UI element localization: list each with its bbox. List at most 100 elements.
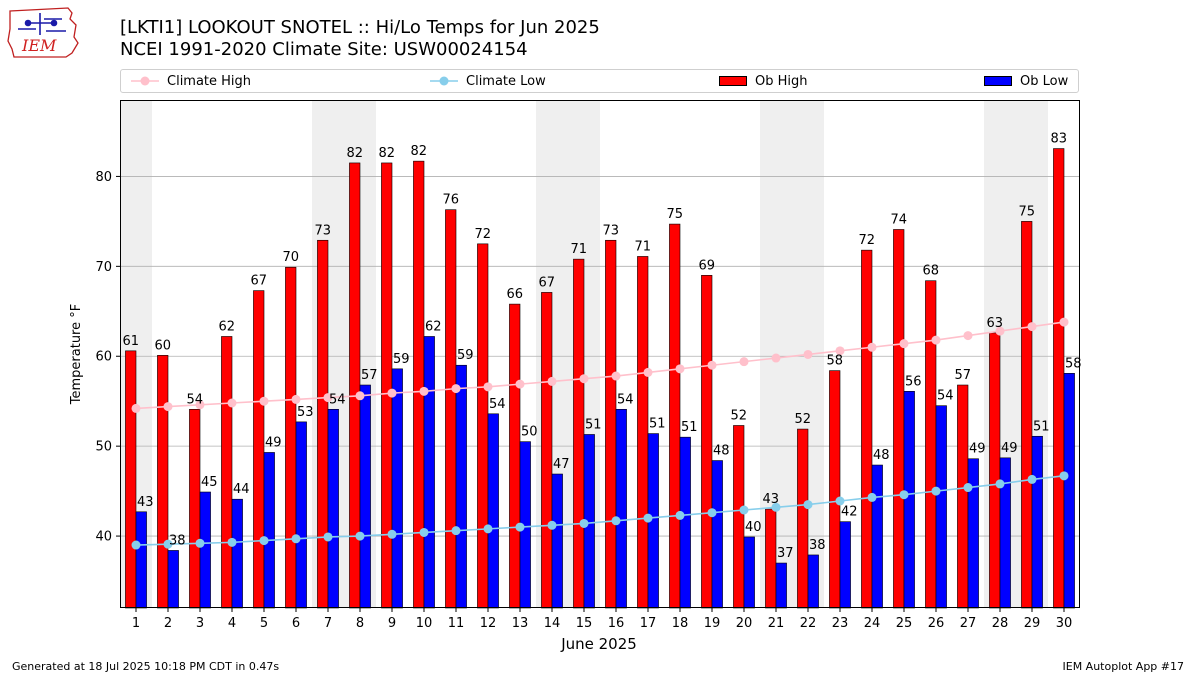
- climate-high-point-day-11: [451, 384, 461, 394]
- ob-high-bar-day-22: [797, 428, 809, 609]
- legend-label: Ob Low: [1020, 73, 1069, 89]
- ob-high-value-label: 67: [538, 275, 555, 290]
- ob-low-value-label: 43: [137, 495, 154, 510]
- ob-high-bar-day-16: [605, 239, 617, 609]
- climate-high-point-day-28: [995, 326, 1005, 336]
- legend-climate-high-marker-icon: [131, 76, 159, 86]
- climate-high-point-day-4: [227, 398, 237, 408]
- climate-low-point-day-23: [835, 496, 845, 506]
- ob-high-bar-day-28: [989, 332, 1001, 609]
- climate-low-point-day-20: [739, 505, 749, 515]
- climate-high-point-day-23: [835, 346, 845, 356]
- bars: [125, 148, 1075, 609]
- climate-high-point-day-14: [547, 376, 557, 386]
- climate-low-point-day-24: [867, 492, 877, 502]
- ob-high-value-label: 58: [826, 354, 843, 369]
- ob-high-value-label: 63: [986, 316, 1003, 331]
- ob-low-bar-day-5: [263, 452, 275, 609]
- x-axis-title: June 2025: [560, 635, 637, 653]
- ob-high-value-label: 72: [474, 227, 491, 242]
- x-tick-label: 3: [196, 616, 204, 631]
- climate-low-point-day-13: [515, 522, 525, 532]
- ob-low-bar-day-7: [327, 408, 339, 609]
- ob-low-value-label: 59: [457, 348, 474, 363]
- ob-low-value-label: 62: [425, 319, 442, 334]
- x-tick-label: 24: [864, 616, 881, 631]
- ob-low-bar-day-19: [711, 460, 723, 609]
- climate-low-point-day-19: [707, 508, 717, 518]
- ob-low-value-label: 54: [489, 397, 506, 412]
- ob-high-bar-day-11: [445, 209, 457, 609]
- ob-high-value-label: 83: [1050, 132, 1067, 147]
- ob-low-bar-day-11: [455, 364, 467, 609]
- climate-low-point-day-5: [259, 536, 269, 546]
- ob-low-value-label: 37: [777, 546, 794, 561]
- climate-low-point-day-9: [387, 529, 397, 539]
- ob-low-bar-day-23: [839, 521, 851, 609]
- ob-high-bar-day-4: [221, 336, 233, 609]
- ob-high-value-label: 71: [570, 242, 587, 257]
- legend-item-ob-high: Ob High: [719, 73, 808, 89]
- ob-low-bar-day-8: [359, 384, 371, 609]
- climate-high-point-day-3: [195, 400, 205, 410]
- climate-high-point-day-16: [611, 371, 621, 381]
- climate-high-point-day-5: [259, 396, 269, 406]
- ob-high-value-label: 66: [506, 287, 523, 302]
- ob-high-bar-day-1: [125, 350, 137, 609]
- generated-timestamp: Generated at 18 Jul 2025 10:18 PM CDT in…: [12, 660, 280, 673]
- ob-high-value-label: 75: [1018, 204, 1035, 219]
- weather-station-icon: [18, 13, 66, 35]
- ob-low-value-label: 59: [393, 352, 410, 367]
- x-tick-label: 23: [832, 616, 849, 631]
- x-tick-label: 9: [388, 616, 396, 631]
- ob-high-value-label: 60: [154, 338, 171, 353]
- ob-low-value-label: 42: [841, 505, 858, 520]
- climate-high-point-day-15: [579, 374, 589, 384]
- ob-high-bar-day-8: [349, 162, 361, 609]
- ob-low-value-label: 45: [201, 475, 218, 490]
- ob-high-bar-day-21: [765, 508, 777, 609]
- ob-high-value-label: 82: [410, 144, 427, 159]
- ob-low-value-label: 54: [937, 389, 954, 404]
- ob-low-value-label: 49: [265, 435, 282, 450]
- ob-low-bar-day-29: [1031, 435, 1043, 609]
- ob-low-bar-day-4: [231, 498, 243, 609]
- x-tick-label: 27: [960, 616, 977, 631]
- x-tick-label: 11: [448, 616, 465, 631]
- climate-high-point-day-26: [931, 335, 941, 345]
- climate-high-point-day-2: [163, 402, 173, 412]
- ob-high-bar-day-18: [669, 223, 681, 609]
- climate-low-point-day-27: [963, 483, 973, 493]
- climate-high-point-day-13: [515, 379, 525, 389]
- climate-low-point-day-18: [675, 510, 685, 520]
- ob-low-bar-day-24: [871, 464, 883, 609]
- x-tick-label: 15: [576, 616, 593, 631]
- ob-low-bar-day-25: [903, 391, 915, 609]
- climate-high-point-day-21: [771, 353, 781, 363]
- ob-low-bar-day-26: [935, 405, 947, 609]
- ob-high-value-label: 52: [794, 412, 811, 427]
- climate-high-point-day-18: [675, 364, 685, 374]
- ob-high-bar-day-19: [701, 275, 713, 609]
- iowa-state-outline: [7, 7, 79, 58]
- climate-low-point-day-28: [995, 479, 1005, 489]
- legend-item-ob-low: Ob Low: [984, 73, 1068, 89]
- ob-high-value-label: 54: [186, 392, 203, 407]
- ob-low-bar-day-30: [1063, 373, 1075, 609]
- ob-high-bar-day-2: [157, 355, 169, 609]
- plot-frame: [120, 100, 1080, 608]
- ob-high-value-label: 71: [634, 239, 651, 254]
- ob-low-bar-day-10: [423, 336, 435, 609]
- x-tick-label: 12: [480, 616, 497, 631]
- ob-low-value-label: 51: [681, 420, 698, 435]
- ob-high-bar-day-9: [381, 162, 393, 609]
- climate-low-point-day-12: [483, 524, 493, 534]
- climate-low-point-day-17: [643, 513, 653, 523]
- climate-high-point-day-24: [867, 342, 877, 352]
- x-tick-label: 13: [512, 616, 529, 631]
- climate-low-point-day-1: [131, 540, 141, 550]
- climate-high-point-day-7: [323, 393, 333, 403]
- x-tick-label: 30: [1056, 616, 1073, 631]
- x-tick-label: 22: [800, 616, 817, 631]
- x-tick-label: 26: [928, 616, 945, 631]
